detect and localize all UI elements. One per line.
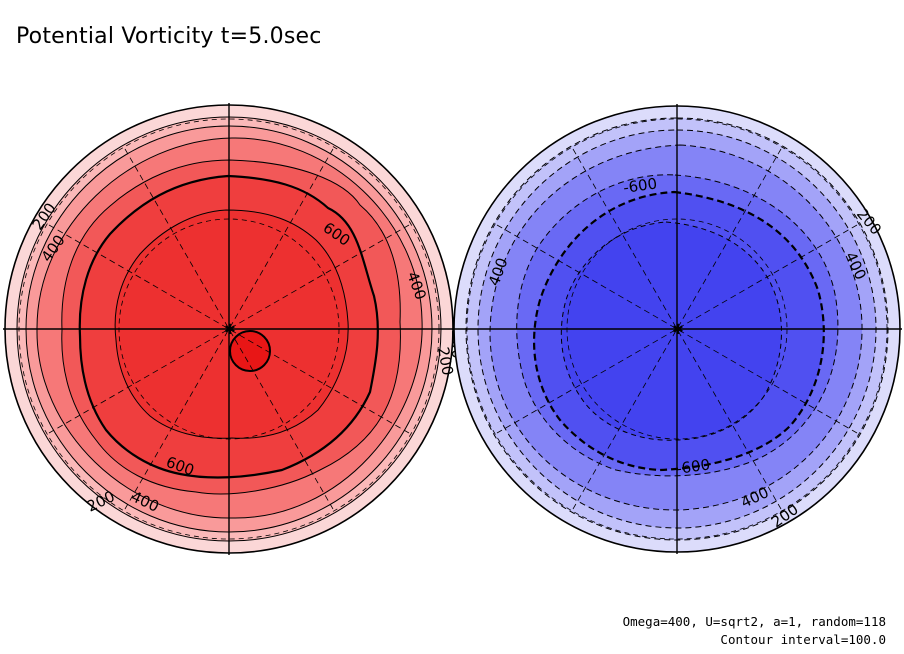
svg-text:✱: ✱ xyxy=(224,322,236,338)
contour-band-800 xyxy=(229,330,271,372)
contour-label: -600 xyxy=(622,174,658,197)
plot-title: Potential Vorticity t=5.0sec xyxy=(16,24,322,49)
contour-interval-annotation: Contour interval=100.0 xyxy=(720,632,886,647)
left-hemisphere-panel: ✱ 200 400 600 400 600 200 200 400 200 xyxy=(3,103,466,555)
parameters-annotation: Omega=400, U=sqrt2, a=1, random=118 xyxy=(622,614,886,629)
svg-text:✱: ✱ xyxy=(672,322,684,338)
contour-band-m600 xyxy=(560,221,782,441)
right-hemisphere-panel: ✱ -600 400 200 400 -600 400 200 xyxy=(452,104,902,554)
contour-label: 200 xyxy=(434,346,457,377)
contour-label: -600 xyxy=(675,455,711,478)
